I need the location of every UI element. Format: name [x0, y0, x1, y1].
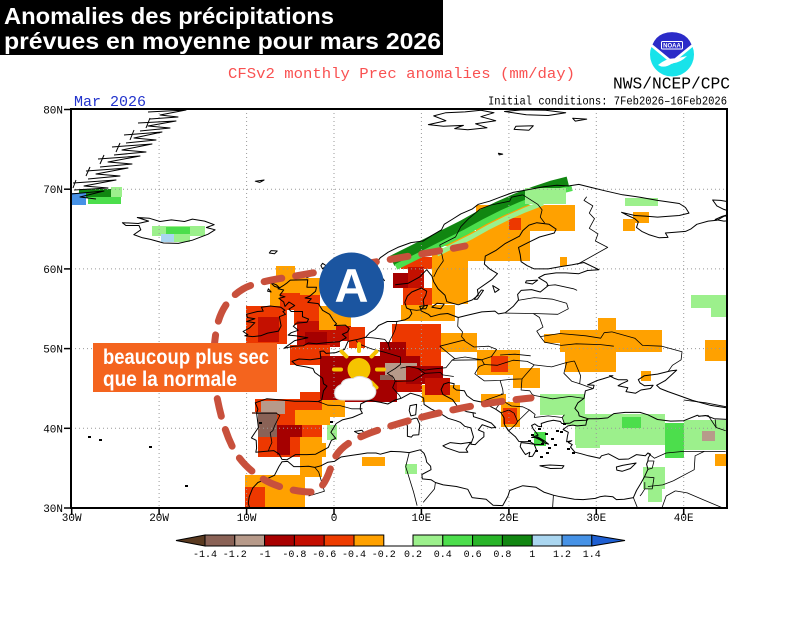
svg-text:0.4: 0.4 [434, 550, 452, 561]
svg-text:-0.2: -0.2 [372, 550, 396, 561]
svg-text:80N: 80N [43, 106, 63, 118]
svg-text:CFSv2 monthly Prec anomalies (: CFSv2 monthly Prec anomalies (mm/day) [228, 66, 575, 83]
svg-text:0: 0 [331, 513, 338, 525]
svg-text:0.2: 0.2 [404, 550, 422, 561]
svg-text:20W: 20W [149, 513, 169, 525]
svg-text:40E: 40E [674, 513, 694, 525]
svg-text:-0.6: -0.6 [312, 550, 336, 561]
svg-text:NWS/NCEP/CPC: NWS/NCEP/CPC [613, 75, 730, 94]
svg-text:30E: 30E [586, 513, 606, 525]
svg-text:-1.4: -1.4 [193, 550, 217, 561]
svg-text:40N: 40N [43, 424, 63, 436]
svg-text:0.6: 0.6 [464, 550, 482, 561]
svg-text:30W: 30W [62, 513, 82, 525]
svg-text:50N: 50N [43, 345, 63, 357]
svg-text:1: 1 [529, 550, 535, 561]
svg-text:A: A [335, 259, 369, 312]
svg-text:1.2: 1.2 [553, 550, 571, 561]
svg-text:-1.2: -1.2 [223, 550, 247, 561]
svg-text:30N: 30N [43, 504, 63, 516]
svg-text:10W: 10W [237, 513, 257, 525]
svg-text:prévues en moyenne pour mars 2: prévues en moyenne pour mars 2026 [4, 28, 441, 54]
svg-text:0.8: 0.8 [493, 550, 511, 561]
svg-text:Mar 2026: Mar 2026 [74, 94, 146, 111]
svg-text:beaucoup plus sec: beaucoup plus sec [103, 346, 269, 369]
svg-text:Initial conditions: 7Feb2026–1: Initial conditions: 7Feb2026–16Feb2026 [488, 95, 727, 109]
svg-text:60N: 60N [43, 265, 63, 277]
svg-text:Anomalies des précipitations: Anomalies des précipitations [4, 3, 334, 29]
svg-text:10E: 10E [411, 513, 431, 525]
svg-text:-0.4: -0.4 [342, 550, 366, 561]
svg-text:-1: -1 [259, 550, 271, 561]
svg-text:que la normale: que la normale [103, 368, 237, 391]
svg-text:70N: 70N [43, 185, 63, 197]
svg-text:-0.8: -0.8 [282, 550, 306, 561]
svg-text:20E: 20E [499, 513, 519, 525]
svg-text:NOAA: NOAA [663, 44, 681, 50]
svg-text:1.4: 1.4 [583, 550, 601, 561]
